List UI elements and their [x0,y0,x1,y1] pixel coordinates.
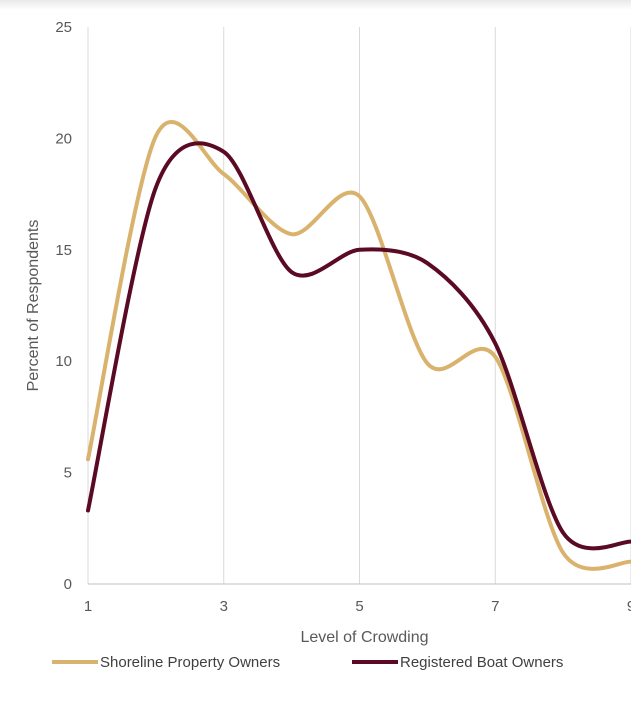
x-axis-ticks: 1 3 5 7 9 [84,598,631,615]
x-tick-label: 1 [84,598,92,615]
series-lines [86,120,631,571]
y-tick-label: 5 [64,465,72,482]
y-tick-label: 0 [64,576,72,593]
legend: Shoreline Property Owners Registered Boa… [52,654,563,671]
window-top-shade [0,0,631,10]
gridlines [87,27,631,584]
y-tick-label: 15 [55,242,72,259]
y-axis-ticks: 0 5 10 15 20 25 [55,19,72,593]
x-tick-label: 9 [627,598,631,615]
series-line-boat [86,141,631,551]
series-line-shoreline [86,120,631,571]
y-tick-label: 25 [55,19,72,36]
y-tick-label: 10 [55,353,72,370]
y-axis-title: Percent of Respondents [25,220,42,392]
x-tick-label: 5 [355,598,363,615]
x-axis-title: Level of Crowding [300,629,428,646]
y-tick-label: 20 [55,130,72,147]
legend-label-shoreline: Shoreline Property Owners [100,654,280,671]
x-tick-label: 3 [220,598,228,615]
legend-label-boat: Registered Boat Owners [400,654,563,671]
x-tick-label: 7 [491,598,499,615]
